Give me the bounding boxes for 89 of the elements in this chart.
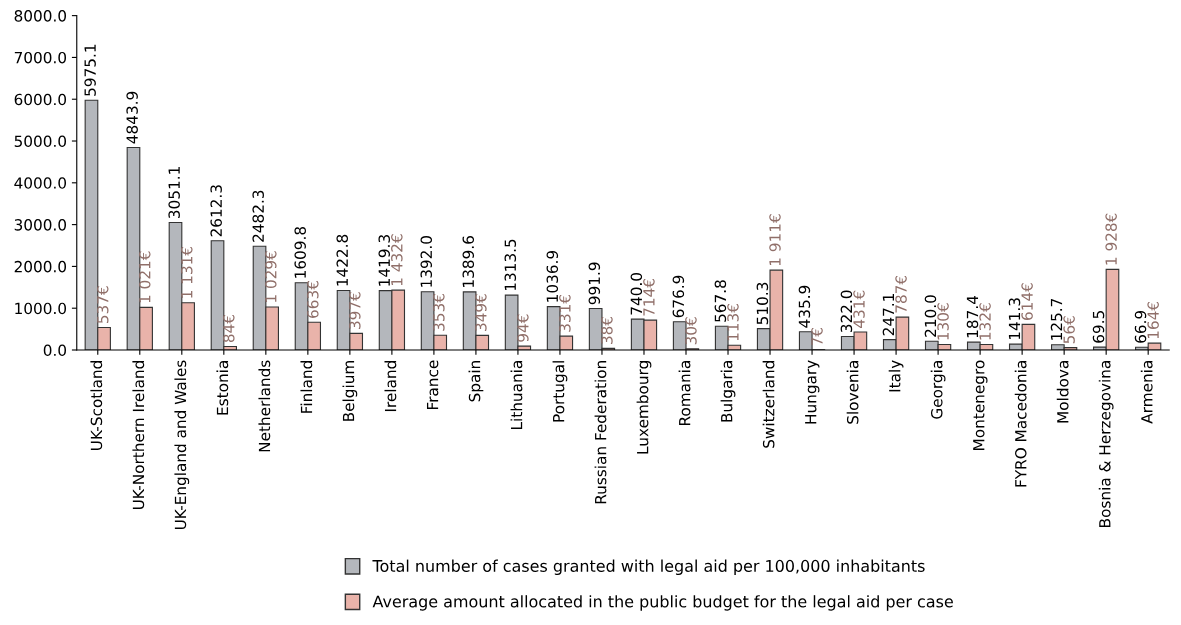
x-tick-label: UK-Northern Ireland (132, 361, 145, 510)
x-tick-label: Montenegro (973, 360, 988, 450)
y-tick-label: 7000.0 (14, 51, 67, 64)
x-tick-label: Ireland (384, 361, 397, 412)
data-label: 714€ (643, 278, 655, 316)
x-tick-label: Switzerland (762, 361, 775, 448)
data-label: 84€ (223, 315, 235, 343)
y-tick-label: 4000.0 (14, 177, 67, 189)
data-label: 676.9 (672, 275, 685, 318)
data-label: 164€ (1147, 301, 1159, 339)
data-label: 353€ (433, 294, 445, 331)
data-label: 5975.1 (84, 44, 96, 96)
x-tick-label: Belgium (342, 361, 358, 421)
x-tick-label: Slovenia (846, 361, 859, 424)
x-tick-label: Romania (678, 361, 691, 426)
x-tick-label: UK-England and Wales (174, 360, 190, 530)
data-label: 2612.3 (210, 185, 222, 237)
data-label: 69.5 (1092, 311, 1105, 343)
data-label: 2482.3 (252, 190, 264, 242)
x-tick-label: Netherlands (258, 360, 271, 452)
x-tick-label: Bosnia & Herzegovina (1098, 361, 1114, 527)
data-label: 1036.9 (546, 250, 559, 302)
x-tick-label: France (426, 360, 439, 410)
data-label: 510.3 (756, 282, 769, 325)
data-label: 4843.9 (126, 91, 138, 144)
data-label: 1 021€ (138, 251, 151, 303)
data-label: 56€ (1063, 316, 1075, 344)
y-tick-label: 3000.0 (14, 219, 67, 231)
x-tick-label: Armenia (1140, 361, 1153, 424)
y-tick-label: 6000.0 (14, 93, 67, 106)
y-tick-label: 5000.0 (14, 135, 67, 148)
legend-label: Total number of cases granted with legal aid per 100,000 inhabitants (372, 559, 925, 576)
data-label: 567.8 (714, 280, 727, 322)
data-label: 187.4 (966, 295, 979, 338)
x-tick-label: Lithuania (510, 361, 523, 429)
data-label: 537€ (96, 286, 109, 324)
data-label: 1 432€ (391, 234, 403, 286)
data-label: 94€ (517, 314, 529, 342)
data-label: 349€ (475, 294, 487, 331)
data-label: 331€ (559, 294, 571, 332)
data-label: 141.3 (1008, 298, 1021, 340)
data-label: 787€ (895, 275, 907, 313)
data-label: 113€ (727, 304, 739, 341)
x-tick-label: Bulgaria (720, 361, 736, 422)
data-label: 1389.6 (462, 236, 475, 287)
data-label: 435.9 (798, 285, 811, 328)
data-label: 397€ (349, 292, 361, 329)
x-tick-label: Russian Federation (594, 361, 607, 504)
data-label: 614€ (1021, 283, 1033, 320)
y-tick-label: 1000.0 (15, 302, 67, 315)
data-label: 3051.1 (168, 167, 180, 218)
x-tick-label: Hungary (805, 360, 820, 424)
data-label: 247.1 (882, 294, 894, 336)
data-label: 1392.0 (420, 236, 433, 287)
data-label: 210.0 (924, 295, 937, 337)
x-tick-label: Italy (888, 360, 904, 392)
data-label: 991.9 (588, 262, 601, 305)
data-label: 1 928€ (1105, 213, 1117, 265)
data-label: 1422.8 (336, 234, 348, 286)
data-label: 740.0 (630, 273, 643, 315)
x-tick-label: Estonia (216, 361, 229, 415)
y-tick-label: 2000.0 (14, 260, 67, 273)
data-label: 1 911€ (769, 214, 781, 266)
data-label: 30€ (685, 317, 697, 345)
data-label: 322.0 (840, 290, 853, 333)
data-label: 130€ (937, 303, 949, 340)
data-label: 1313.5 (504, 239, 517, 291)
x-tick-label: Luxembourg (636, 361, 652, 454)
x-tick-label: Finland (300, 361, 313, 413)
data-label: 1 029€ (265, 251, 277, 302)
x-tick-label: FYRO Macedonia (1014, 361, 1027, 487)
x-tick-label: Spain (468, 361, 484, 402)
data-label: 38€ (601, 316, 613, 344)
x-tick-label: Portugal (552, 361, 568, 422)
y-tick-label: 0.0 (43, 344, 67, 357)
data-label: 132€ (979, 303, 991, 340)
x-tick-label: UK-Scotland (90, 361, 103, 450)
data-label: 431€ (853, 290, 865, 328)
data-label: 1 131€ (180, 246, 193, 298)
data-label: 125.7 (1050, 298, 1063, 340)
data-label: 7€ (811, 327, 823, 346)
data-label: 663€ (307, 281, 319, 318)
data-label: 1419.3 (378, 235, 391, 286)
x-tick-label: Moldova (1056, 361, 1069, 423)
data-label: 1609.8 (294, 226, 306, 278)
x-tick-label: Georgia (930, 361, 946, 419)
y-tick-label: 8000.0 (14, 10, 67, 22)
data-label: 66.9 (1134, 310, 1147, 343)
legend-label: Average amount allocated in the public budget for the legal aid per case (372, 595, 953, 611)
